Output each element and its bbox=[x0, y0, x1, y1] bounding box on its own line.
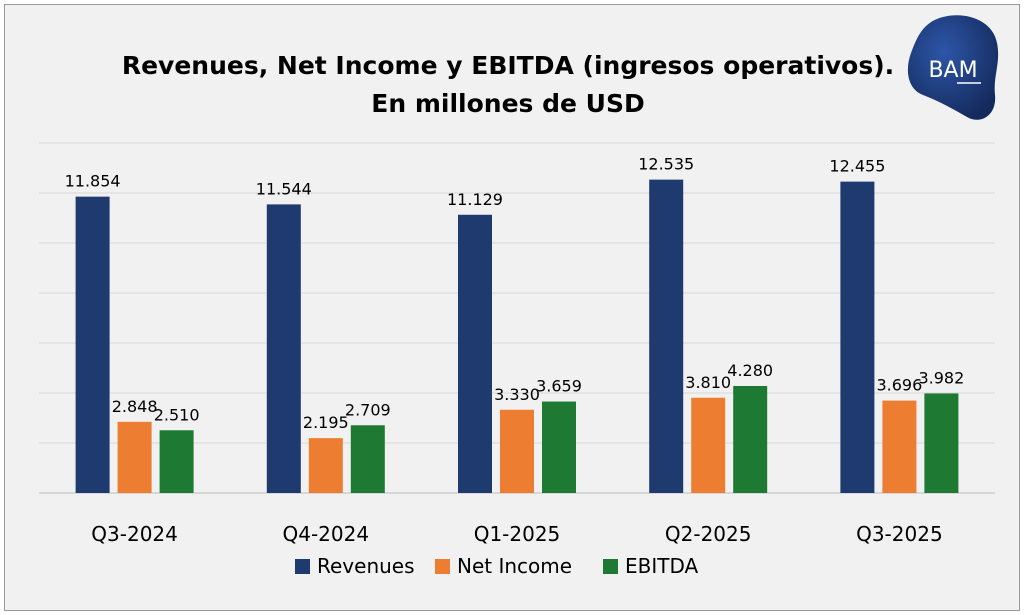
data-label: 3.810 bbox=[685, 373, 731, 392]
data-label: 2.195 bbox=[303, 413, 349, 432]
bar bbox=[691, 397, 726, 493]
bar bbox=[542, 401, 576, 493]
data-label: 3.330 bbox=[494, 385, 540, 404]
bar bbox=[159, 430, 194, 493]
bar bbox=[649, 179, 684, 493]
chart-title-line-1: Revenues, Net Income y EBITDA (ingresos … bbox=[121, 51, 895, 80]
legend-label: Net Income bbox=[457, 554, 572, 578]
chart-title-line-2: En millones de USD bbox=[371, 89, 645, 118]
legend-label: Revenues bbox=[317, 554, 415, 578]
bar bbox=[458, 214, 492, 493]
bar bbox=[882, 400, 917, 493]
data-label: 11.854 bbox=[65, 172, 121, 191]
legend-label: EBITDA bbox=[625, 554, 699, 578]
data-label: 3.659 bbox=[536, 377, 582, 396]
x-tick-label: Q2-2025 bbox=[665, 522, 752, 546]
data-label: 2.848 bbox=[112, 397, 158, 416]
data-label: 11.129 bbox=[447, 190, 503, 209]
data-label: 12.535 bbox=[638, 155, 694, 174]
x-tick-label: Q3-2024 bbox=[91, 522, 178, 546]
bar bbox=[350, 425, 385, 493]
bar bbox=[733, 386, 768, 493]
data-label: 12.455 bbox=[829, 157, 885, 176]
bar bbox=[500, 409, 534, 493]
bar bbox=[924, 393, 959, 493]
bam-logo: BAM bbox=[905, 13, 1005, 125]
legend-swatch bbox=[603, 559, 618, 574]
bar bbox=[117, 421, 152, 493]
data-label: 11.544 bbox=[256, 179, 312, 198]
bar bbox=[75, 196, 110, 493]
chart-title: Revenues, Net Income y EBITDA (ingresos … bbox=[5, 47, 1011, 123]
logo-text: BAM bbox=[928, 58, 977, 83]
chart-frame: Revenues, Net Income y EBITDA (ingresos … bbox=[4, 4, 1020, 611]
data-label: 3.982 bbox=[918, 368, 964, 387]
bar bbox=[840, 181, 875, 493]
bar bbox=[308, 438, 343, 493]
legend-swatch bbox=[435, 559, 450, 574]
data-label: 3.696 bbox=[876, 376, 922, 395]
x-tick-label: Q3-2025 bbox=[856, 522, 943, 546]
data-label: 2.709 bbox=[345, 400, 391, 419]
x-tick-label: Q1-2025 bbox=[474, 522, 561, 546]
legend-swatch bbox=[295, 559, 310, 574]
data-label: 2.510 bbox=[154, 405, 200, 424]
bar bbox=[266, 204, 301, 493]
x-tick-label: Q4-2024 bbox=[283, 522, 370, 546]
data-label: 4.280 bbox=[727, 361, 773, 380]
